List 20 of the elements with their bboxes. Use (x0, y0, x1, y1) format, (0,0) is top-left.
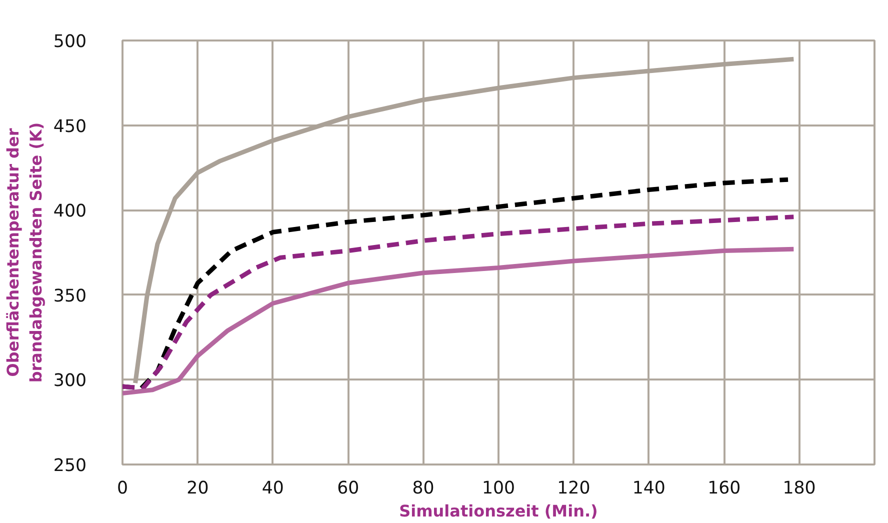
y-tick-label: 300 (53, 371, 87, 392)
y-axis-title: Oberflächentemperatur der brandabgewandten Seite (K) (4, 122, 46, 383)
x-axis-title: Simulationszeit (Min.) (399, 502, 598, 520)
x-tick-label: 80 (412, 478, 434, 498)
y-tick-label: 450 (53, 116, 87, 137)
y-tick-label: 250 (53, 456, 87, 476)
x-tick-label: 180 (782, 478, 816, 498)
x-tick-label: 160 (708, 478, 741, 498)
x-tick-label: 100 (482, 478, 516, 498)
line-series (122, 246, 796, 396)
x-tick-label: 20 (186, 478, 209, 498)
x-tick-label: 0 (116, 478, 128, 498)
y-tick-label: 350 (53, 286, 87, 306)
x-tick-label: 120 (557, 478, 590, 498)
line-series (122, 214, 796, 390)
x-tick-label: 140 (632, 478, 666, 498)
x-tick-label: 40 (262, 478, 284, 498)
y-tick-label: 500 (53, 32, 87, 52)
x-tick-label: 60 (337, 478, 360, 498)
y-tick-label: 400 (53, 202, 87, 222)
